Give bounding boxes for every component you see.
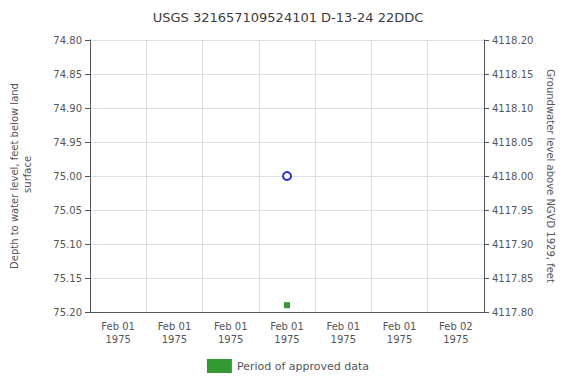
svg-text:4118.00: 4118.00	[492, 171, 533, 182]
svg-text:Depth to water level, feet bel: Depth to water level, feet below land	[9, 83, 20, 269]
svg-text:4118.05: 4118.05	[492, 137, 533, 148]
svg-text:surface: surface	[22, 156, 33, 196]
svg-text:Feb 01: Feb 01	[101, 321, 135, 332]
svg-text:USGS 321657109524101 D-13-24 2: USGS 321657109524101 D-13-24 22DDC	[153, 10, 424, 25]
svg-text:1975: 1975	[331, 334, 356, 345]
svg-text:4117.85: 4117.85	[492, 273, 533, 284]
svg-text:75.10: 75.10	[53, 239, 82, 250]
svg-text:Feb 01: Feb 01	[270, 321, 304, 332]
svg-text:75.00: 75.00	[53, 171, 82, 182]
svg-text:Feb 02: Feb 02	[439, 321, 473, 332]
svg-text:4118.10: 4118.10	[492, 103, 533, 114]
svg-text:Period of approved data: Period of approved data	[237, 360, 369, 373]
svg-text:74.95: 74.95	[53, 137, 82, 148]
svg-text:4118.20: 4118.20	[492, 35, 533, 46]
svg-text:Feb 01: Feb 01	[158, 321, 192, 332]
svg-text:75.05: 75.05	[53, 205, 82, 216]
svg-text:1975: 1975	[443, 334, 468, 345]
svg-text:Feb 01: Feb 01	[383, 321, 417, 332]
svg-text:4117.80: 4117.80	[492, 307, 533, 318]
svg-text:1975: 1975	[218, 334, 243, 345]
svg-text:74.90: 74.90	[53, 103, 82, 114]
svg-text:4117.90: 4117.90	[492, 239, 533, 250]
svg-text:1975: 1975	[162, 334, 187, 345]
svg-text:Feb 01: Feb 01	[214, 321, 248, 332]
svg-text:4118.15: 4118.15	[492, 69, 533, 80]
svg-text:1975: 1975	[274, 334, 299, 345]
svg-text:74.85: 74.85	[53, 69, 82, 80]
svg-text:1975: 1975	[387, 334, 412, 345]
svg-text:74.80: 74.80	[53, 35, 82, 46]
svg-text:1975: 1975	[105, 334, 130, 345]
svg-text:Groundwater level above NGVD 1: Groundwater level above NGVD 1929, feet	[545, 69, 556, 283]
svg-text:75.15: 75.15	[53, 273, 82, 284]
svg-text:4117.95: 4117.95	[492, 205, 533, 216]
svg-text:Feb 01: Feb 01	[326, 321, 360, 332]
svg-text:75.20: 75.20	[53, 307, 82, 318]
